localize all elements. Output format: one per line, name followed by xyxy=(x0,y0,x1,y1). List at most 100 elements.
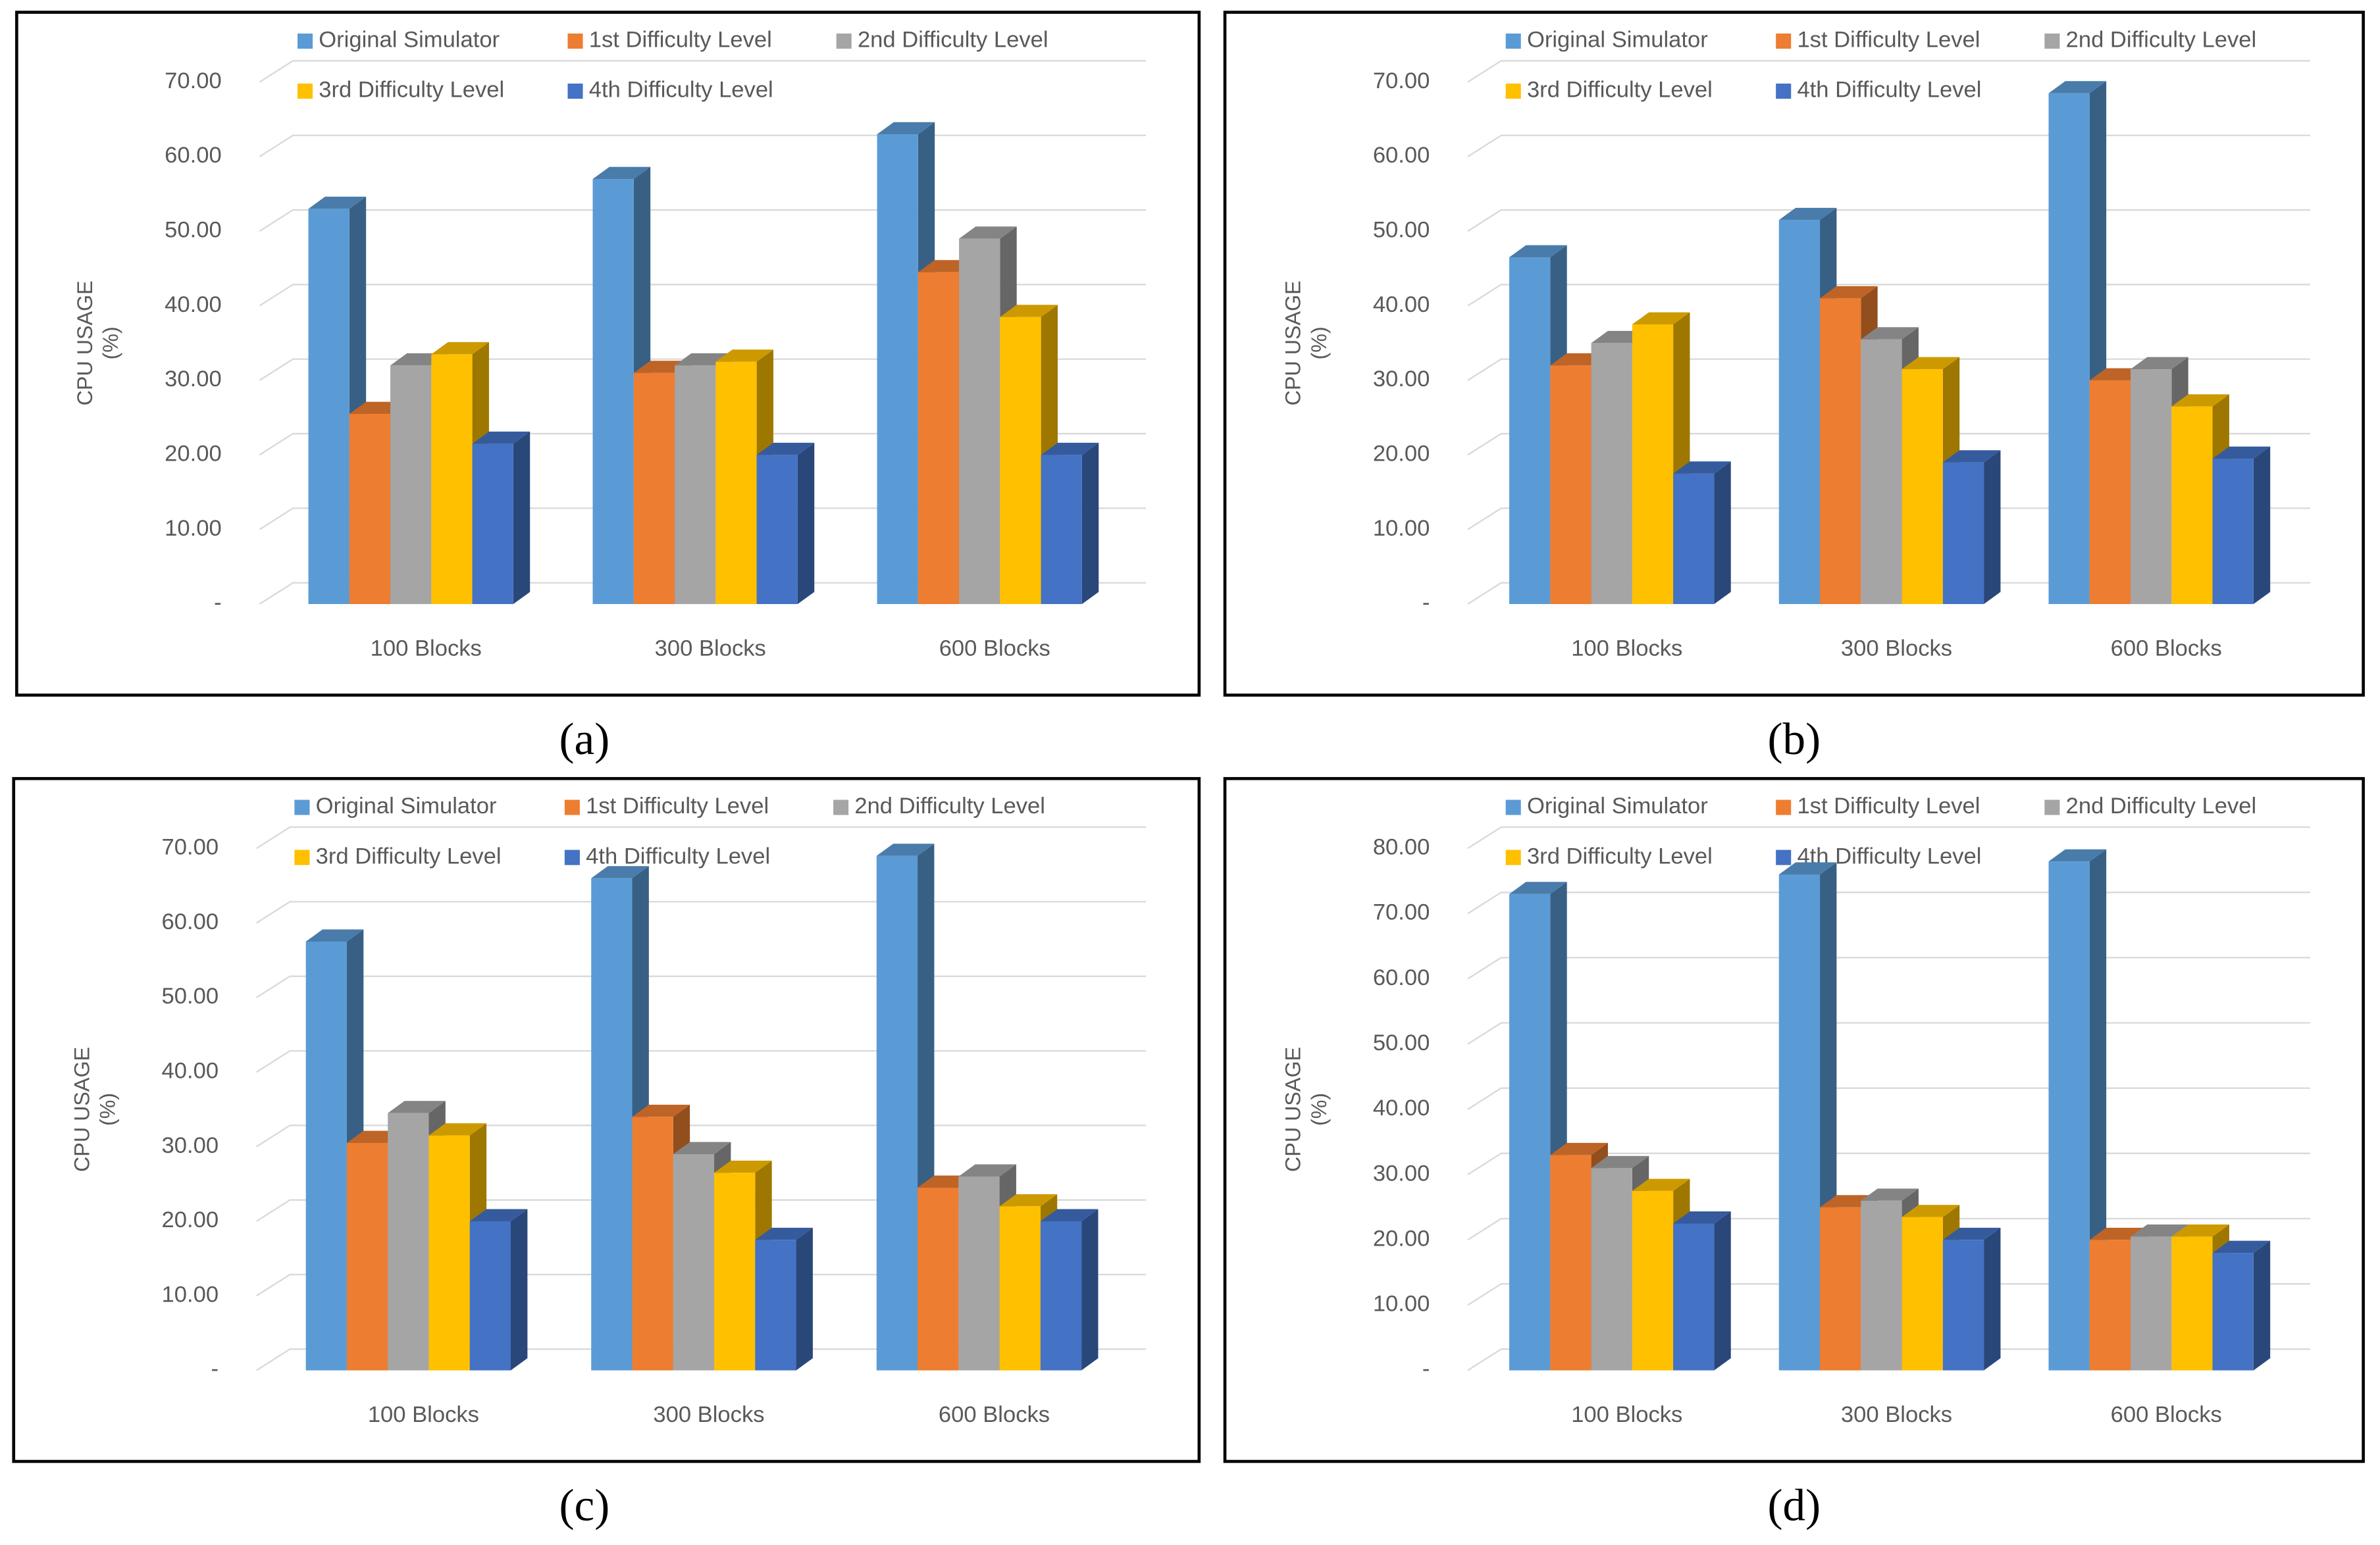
bar-top xyxy=(1901,1205,1960,1217)
grid-line xyxy=(1467,432,2310,456)
grid-line xyxy=(1467,1283,2310,1306)
bar-top xyxy=(2171,1224,2229,1237)
x-tick-label: 300 Blocks xyxy=(1841,636,1952,661)
y-tick-label: 10.00 xyxy=(1373,516,1430,541)
bar-side xyxy=(511,1209,528,1371)
legend-label: 4th Difficulty Level xyxy=(586,844,770,869)
grid-line xyxy=(256,975,1147,998)
bar-front xyxy=(675,365,716,605)
bar-top xyxy=(715,349,773,362)
legend-swatch xyxy=(2044,799,2060,815)
bar-front xyxy=(1673,1223,1715,1371)
bar-front xyxy=(959,238,1000,605)
bar-front xyxy=(1942,462,1984,605)
grid-line xyxy=(1467,134,2310,158)
bar xyxy=(1041,442,1099,605)
bar-front xyxy=(469,1221,511,1371)
bar-front xyxy=(1632,1190,1674,1371)
x-tick-label: 600 Blocks xyxy=(2111,1402,2222,1427)
y-tick-label: 20.00 xyxy=(1373,442,1430,467)
bar-front xyxy=(2131,369,2172,605)
bar-front xyxy=(1861,339,1902,605)
bar-front xyxy=(673,1153,715,1371)
grid-line xyxy=(256,901,1147,924)
bar-top xyxy=(428,1123,487,1136)
grid-line xyxy=(1467,209,2310,232)
bar xyxy=(755,1227,813,1371)
bar-front xyxy=(1901,1217,1943,1371)
bar-front xyxy=(633,372,675,605)
bar-top xyxy=(1040,1209,1099,1221)
x-tick-label: 300 Blocks xyxy=(653,1402,764,1427)
legend-swatch xyxy=(294,849,310,865)
legend-label: Original Simulator xyxy=(1527,794,1708,819)
legend-swatch xyxy=(1505,84,1521,99)
bar xyxy=(1673,1211,1731,1371)
grid-line xyxy=(256,1348,1147,1371)
bar-front xyxy=(1673,473,1715,605)
bar-top xyxy=(1000,305,1058,317)
legend-label: 1st Difficulty Level xyxy=(586,794,769,819)
y-tick-label: 60.00 xyxy=(1373,143,1430,168)
grid-line xyxy=(1467,507,2310,530)
bar-side xyxy=(1081,442,1099,605)
y-tick-label: 70.00 xyxy=(1373,900,1430,925)
grid-line xyxy=(1467,1022,2310,1045)
x-tick-label: 600 Blocks xyxy=(2111,636,2222,661)
chart-panel: CPU USAGE (%) - 10.00 20.00 30.00 40.00 50.00 60… xyxy=(1223,11,2365,697)
y-axis-title: CPU USAGE xyxy=(1281,280,1305,405)
bar-top xyxy=(756,442,815,455)
grid-line xyxy=(256,826,1147,849)
caption: (d) xyxy=(1768,1480,1821,1531)
bar-top xyxy=(1942,450,2001,463)
legend-label: 2nd Difficulty Level xyxy=(854,794,1045,819)
x-tick-label: 100 Blocks xyxy=(371,636,482,661)
legend-swatch xyxy=(294,799,310,815)
legend-swatch xyxy=(298,33,313,49)
chart-panel: CPU USAGE (%) - 10.00 20.00 30.00 40.00 50.00 60… xyxy=(15,11,1201,697)
legend-label: Original Simulator xyxy=(319,28,500,53)
bar-front xyxy=(1550,365,1591,605)
bar-front xyxy=(632,1117,673,1371)
bar-front xyxy=(1550,1155,1591,1371)
legend-label: 1st Difficulty Level xyxy=(1797,794,1980,819)
bar-front xyxy=(2089,380,2131,605)
bar-top xyxy=(472,431,530,444)
legend-swatch xyxy=(1776,33,1792,49)
bar-top xyxy=(632,1104,690,1117)
bar-top xyxy=(1901,357,1960,370)
bar-top xyxy=(1591,1155,1649,1169)
bar-front xyxy=(958,1176,1000,1371)
legend-swatch xyxy=(564,799,580,815)
bar-front xyxy=(2048,861,2090,1371)
bar-front xyxy=(428,1135,470,1371)
y-tick-label: - xyxy=(211,1357,219,1382)
legend-swatch xyxy=(1505,33,1521,49)
legend-label: 1st Difficulty Level xyxy=(589,28,772,53)
y-tick-label: 20.00 xyxy=(162,1207,219,1232)
bar-top xyxy=(1550,1142,1608,1155)
bar-top xyxy=(2212,1240,2271,1254)
bar-front xyxy=(2089,1240,2131,1371)
y-tick-label: 70.00 xyxy=(162,834,219,859)
bar-front xyxy=(390,365,432,605)
bar-top xyxy=(1509,882,1567,894)
bar-top xyxy=(308,196,367,209)
x-tick-label: 100 Blocks xyxy=(1571,1402,1682,1427)
bar-top xyxy=(2131,1224,2188,1237)
grid-line xyxy=(259,582,1147,605)
bar-top xyxy=(1673,461,1731,474)
bar-front xyxy=(2131,1236,2172,1371)
bar-front xyxy=(1509,894,1551,1371)
y-tick-label: 50.00 xyxy=(162,984,219,1009)
grid-line xyxy=(1467,60,2310,83)
y-axis-title: CPU USAGE xyxy=(1281,1047,1305,1172)
y-tick-label: 60.00 xyxy=(165,143,222,168)
y-tick-label: 60.00 xyxy=(1373,965,1430,990)
x-tick-label: 600 Blocks xyxy=(939,636,1050,661)
legend-swatch xyxy=(567,84,583,99)
grid-line xyxy=(259,134,1147,158)
caption: (c) xyxy=(559,1480,609,1531)
